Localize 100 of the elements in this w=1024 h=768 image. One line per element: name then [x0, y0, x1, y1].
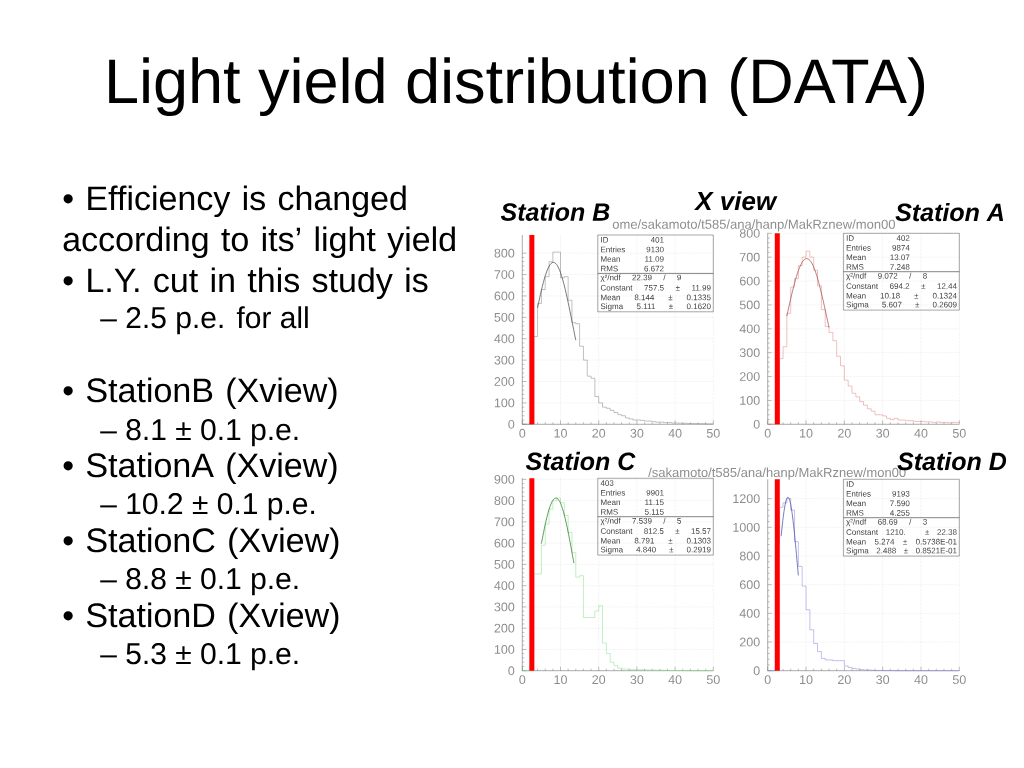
y-tick-label: 0 [508, 666, 515, 676]
y-tick-label: 200 [494, 377, 515, 386]
y-tick-label: 600 [739, 276, 760, 286]
text: – 10.2 ± 0.1 p.e. [100, 493, 315, 521]
annotation: Sigma 5.111 ± 0.1620 [600, 303, 711, 311]
annotation: Mean 13.07 [846, 254, 910, 261]
x-tick-label: 40 [914, 675, 928, 685]
y-tick-label: 700 [494, 270, 515, 279]
y-tick-label: 300 [494, 355, 515, 365]
annotation: χ²/ndf 68.69 / 3 [846, 518, 927, 527]
chart-title: Station A [895, 202, 1004, 222]
text: – 8.8 ± 0.1 p.e. [100, 568, 298, 596]
y-tick-label: 0 [753, 419, 760, 429]
y-tick-label: 600 [494, 291, 515, 301]
y-tick-label: 400 [739, 324, 760, 334]
annotation: Sigma 5.607 ± 0.2609 [846, 301, 957, 310]
annotation: RMS 4.255 [846, 510, 910, 516]
chart-title: Station C [525, 451, 636, 471]
text: X view [694, 191, 778, 211]
x-tick-label: 10 [800, 675, 813, 685]
text: Light yield distribution (DATA) [109, 57, 925, 117]
annotation: RMS 5.115 [601, 509, 664, 515]
y-tick-label: 100 [494, 645, 515, 654]
x-tick-label: 0 [519, 675, 526, 685]
text: • StationA (Xview) [63, 452, 337, 485]
y-tick-label: 0 [508, 419, 515, 429]
y-tick-label: 400 [739, 608, 760, 618]
annotation: χ²/ndf 7.539 / 5 [600, 517, 681, 526]
x-tick-label: 10 [800, 428, 813, 438]
x-tick-label: 50 [952, 675, 966, 685]
text: • L.Y. cut in this study is [63, 267, 428, 300]
line-series [780, 497, 799, 576]
y-tick-label: 400 [494, 334, 515, 344]
y-tick-label: 200 [739, 372, 760, 381]
text: • Efficiency is changed according to its’ light yield [63, 185, 455, 259]
y-tick-label: 800 [494, 248, 515, 258]
annotation: Constant 812.5 ± 15.57 [600, 528, 711, 534]
annotation: RMS 7.248 [846, 264, 910, 270]
x-tick-label: 10 [554, 675, 567, 685]
y-tick-label: 0 [753, 666, 760, 676]
annotation: Entries 9874 [846, 244, 910, 251]
y-tick-label: 1200 [733, 494, 760, 504]
y-tick-label: 700 [739, 252, 760, 262]
x-tick-label: 30 [876, 428, 890, 438]
chart-title: Station B [500, 202, 610, 221]
annotation: RMS 6.672 [601, 265, 664, 272]
x-tick-label: 40 [914, 428, 928, 438]
annotation: χ²/ndf 9.072 / 8 [846, 272, 927, 281]
y-tick-label: 100 [740, 396, 760, 405]
text: • StationB (Xview) [63, 377, 337, 410]
x-tick-label: 40 [668, 675, 682, 685]
line-series [786, 258, 830, 328]
y-tick-label: 200 [739, 637, 760, 647]
annotation: Mean 10.18 ± 0.1324 [846, 292, 957, 299]
y-tick-label: 500 [739, 300, 760, 310]
line-series [537, 262, 577, 341]
annotation: Sigma 2.488 ± 0.8521E-01 [846, 547, 957, 556]
x-tick-label: 20 [838, 675, 851, 685]
annotation: Sigma 4.840 ± 0.2919 [600, 546, 711, 555]
text: ID 401 [601, 236, 664, 243]
annotation: Entries 9901 [601, 489, 664, 496]
x-tick-label: 50 [952, 428, 966, 438]
annotation: Constant 757.5 ± 11.99 [600, 284, 711, 291]
annotation: χ²/ndf 22.39 / 9 [600, 274, 681, 282]
annotation: Constant 1210. ± 22.38 [846, 529, 957, 535]
x-tick-label: 50 [706, 428, 720, 438]
y-tick-label: 100 [494, 398, 515, 408]
y-tick-label: 400 [494, 581, 515, 591]
x-tick-label: 50 [706, 675, 720, 685]
annotation: Constant 694.2 ± 12.44 [846, 283, 957, 289]
annotation: 403 [600, 480, 614, 486]
x-tick-label: 20 [592, 428, 606, 438]
x-tick-label: 10 [554, 428, 567, 438]
line-series [541, 497, 575, 564]
annotation: Entries 9130 [601, 246, 664, 253]
x-tick-label: 0 [519, 428, 526, 438]
y-tick-label: 300 [494, 602, 515, 612]
text: ID 402 [846, 235, 910, 241]
x-tick-label: 0 [764, 428, 771, 438]
y-tick-label: 500 [494, 559, 515, 569]
text: – 5.3 ± 0.1 p.e. [100, 643, 298, 671]
x-tick-label: 20 [592, 675, 606, 685]
annotation: Mean 8.791 ± 0.1303 [601, 537, 711, 544]
x-tick-label: 30 [630, 428, 644, 438]
y-tick-label: 800 [739, 551, 760, 561]
x-tick-label: 30 [876, 675, 890, 685]
annotation: Entries 9193 [846, 490, 910, 497]
annotation: Mean 7.590 [846, 500, 910, 507]
x-tick-label: 30 [630, 675, 644, 685]
text: • StationD (Xview) [63, 602, 339, 635]
y-tick-label: 600 [739, 580, 760, 590]
y-tick-label: 300 [739, 348, 760, 358]
x-tick-label: 0 [764, 675, 771, 685]
y-tick-label: 1000 [733, 522, 760, 532]
annotation: Mean 5.274 ± 0.5738E-01 [846, 538, 957, 545]
text: – 2.5 p.e. for all [100, 306, 308, 335]
annotation: Mean 11.09 [601, 256, 664, 262]
y-tick-label: 800 [494, 496, 515, 506]
x-tick-label: 40 [668, 428, 682, 438]
y-tick-label: 200 [494, 623, 515, 633]
